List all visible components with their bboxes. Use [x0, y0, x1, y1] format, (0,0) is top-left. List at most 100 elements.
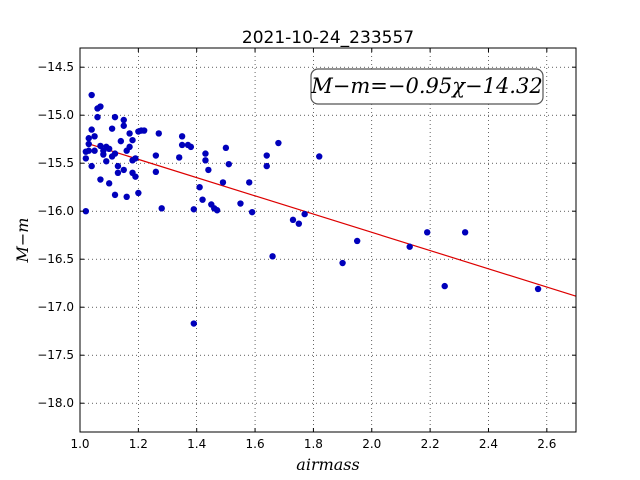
y-tick-label: −16.5	[37, 252, 74, 266]
chart-title: 2021-10-24_233557	[242, 28, 414, 48]
fit-line-group	[85, 142, 577, 297]
data-point	[269, 253, 276, 260]
data-point	[202, 150, 209, 157]
data-point	[196, 184, 203, 191]
data-point	[353, 237, 361, 245]
data-points	[82, 91, 542, 327]
y-tick-label: −17.5	[37, 348, 74, 362]
fit-line	[85, 142, 577, 297]
x-axis-label: airmass	[296, 455, 359, 474]
x-tick-label: 1.4	[187, 437, 206, 451]
data-point	[190, 206, 197, 213]
data-point	[263, 152, 270, 159]
data-point	[339, 259, 346, 267]
data-point	[461, 229, 469, 236]
data-point	[126, 130, 133, 137]
data-point	[132, 173, 139, 180]
x-tick-label: 2.6	[537, 437, 556, 451]
data-point	[123, 193, 130, 200]
data-point	[213, 207, 221, 214]
data-point	[301, 210, 308, 218]
y-tick-label: −17.0	[37, 300, 74, 314]
data-point	[85, 140, 92, 148]
fit-equation: M−m=−0.95χ−14.32	[310, 74, 542, 98]
data-point	[85, 135, 92, 142]
data-point	[140, 127, 148, 134]
data-point	[82, 208, 90, 215]
data-point	[263, 162, 270, 170]
data-point	[97, 142, 104, 150]
x-tick-label: 1.8	[304, 437, 323, 451]
data-point	[441, 282, 448, 290]
data-point	[88, 162, 95, 170]
data-point	[135, 189, 142, 197]
data-point	[202, 157, 209, 164]
data-point	[178, 133, 186, 140]
data-point	[129, 136, 136, 144]
data-point	[248, 208, 256, 216]
data-point	[424, 229, 431, 236]
data-point	[178, 141, 186, 149]
data-point	[187, 143, 195, 151]
data-point	[176, 154, 183, 161]
y-tick-label: −15.5	[37, 156, 74, 170]
data-point	[85, 147, 92, 154]
data-point	[275, 139, 282, 147]
data-point	[103, 158, 110, 165]
data-point	[111, 113, 119, 121]
data-point	[152, 168, 160, 176]
x-tick-label: 1.0	[70, 437, 89, 451]
data-point	[246, 179, 253, 186]
gridlines	[80, 48, 576, 432]
x-tick-label: 1.6	[246, 437, 265, 451]
data-point	[534, 285, 542, 293]
data-point	[222, 144, 230, 152]
data-point	[225, 160, 232, 168]
data-point	[105, 145, 113, 152]
data-point	[126, 143, 133, 151]
data-point	[289, 216, 297, 224]
data-point	[120, 166, 127, 174]
data-point	[88, 91, 95, 99]
data-point	[406, 243, 413, 250]
y-tick-label: −14.5	[37, 60, 74, 74]
data-point	[120, 122, 127, 129]
data-point	[88, 126, 95, 133]
data-point	[91, 133, 98, 140]
data-point	[117, 137, 125, 145]
x-tick-label: 2.0	[362, 437, 381, 451]
data-point	[108, 125, 116, 132]
y-tick-label: −18.0	[37, 396, 74, 410]
y-axis-label: M−m	[13, 218, 32, 264]
y-tick-label: −15.0	[37, 108, 74, 122]
data-point	[105, 180, 113, 187]
y-tick-label: −16.0	[37, 204, 74, 218]
x-tick-label: 2.2	[421, 437, 440, 451]
data-point	[199, 196, 206, 203]
x-tick-label: 1.2	[129, 437, 148, 451]
data-point	[94, 113, 101, 121]
data-point	[190, 320, 197, 327]
data-point	[155, 130, 162, 137]
data-point	[82, 155, 90, 162]
data-point	[237, 200, 244, 207]
data-point	[97, 176, 104, 183]
data-point	[205, 166, 212, 174]
data-point	[219, 179, 227, 186]
data-point	[120, 116, 127, 124]
data-point	[316, 153, 323, 160]
data-point	[132, 155, 139, 162]
data-point	[152, 152, 160, 159]
data-point	[295, 220, 303, 227]
data-point	[111, 191, 119, 199]
data-point	[111, 150, 119, 157]
data-point	[114, 169, 122, 176]
data-point	[91, 147, 98, 154]
plot-frame	[79, 47, 577, 433]
data-point	[158, 205, 165, 212]
annotation-frame	[310, 68, 544, 105]
x-tick-label: 2.4	[479, 437, 498, 451]
fit-equation-box: M−m=−0.95χ−14.32	[310, 68, 544, 105]
axis-ticks: 1.0 1.2 1.4 1.6 1.8 2.0 2.2 2.4 2.6 −14.5 −15.0 −15…	[37, 48, 576, 451]
